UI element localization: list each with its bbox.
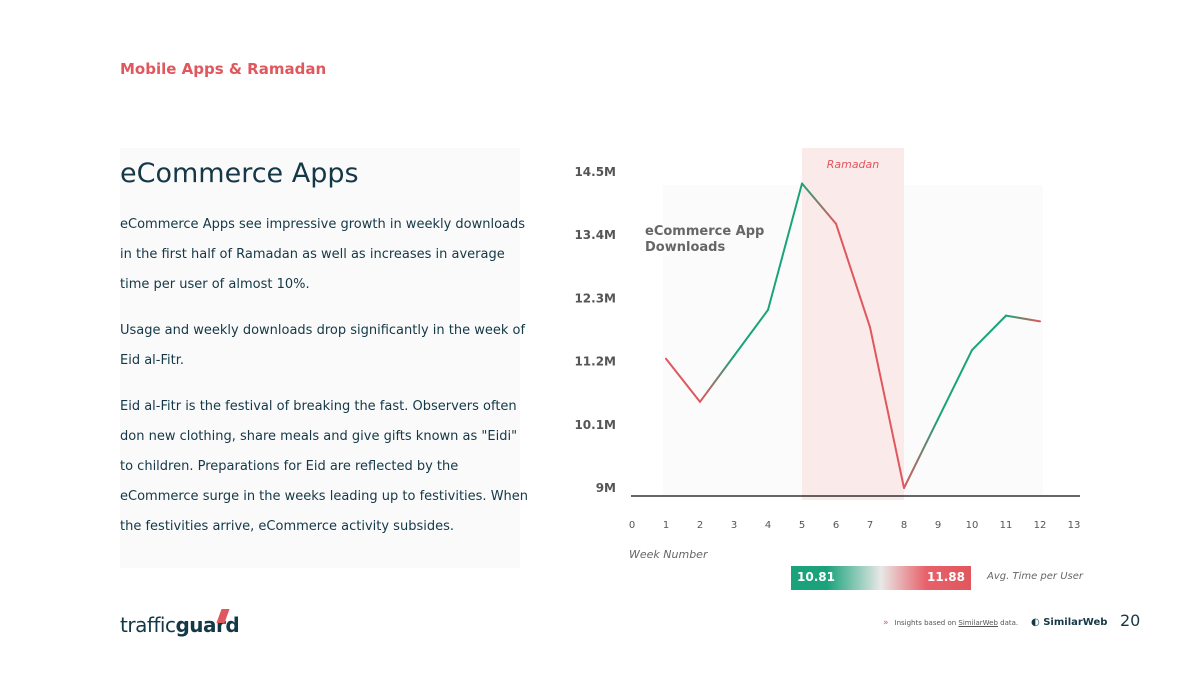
- y-tick-label: 14.5M: [574, 165, 616, 179]
- line-segment: [1005, 314, 1041, 323]
- x-tick-label: 8: [901, 520, 907, 531]
- line-segment: [835, 222, 871, 329]
- series-label: eCommerce App Downloads: [645, 224, 769, 255]
- source-suffix: data.: [997, 619, 1019, 627]
- y-tick-label: 9M: [596, 481, 616, 495]
- x-tick-label: 9: [935, 520, 941, 531]
- y-tick-label: 10.1M: [574, 418, 616, 432]
- x-tick-label: 2: [697, 520, 703, 531]
- x-tick-label: 4: [765, 520, 771, 531]
- x-axis-ticks: 0 1 2 3 4 5 6 7 8 9 10 11 12 13: [629, 520, 1081, 531]
- y-tick-label: 13.4M: [574, 228, 616, 242]
- y-tick-label: 11.2M: [574, 355, 616, 369]
- avg-time-gradient-bar: 10.81 11.88: [791, 566, 971, 590]
- ramadan-band: [802, 148, 904, 500]
- downloads-line: [665, 182, 1041, 489]
- ramadan-label: Ramadan: [827, 158, 880, 171]
- avg-time-label: Avg. Time per User: [987, 571, 1084, 582]
- logo-traffic: traffic: [120, 613, 176, 637]
- paragraph-eid: Eid al-Fitr is the festival of breaking …: [120, 399, 529, 534]
- x-tick-label: 7: [867, 520, 873, 531]
- line-segment: [733, 308, 769, 357]
- paragraph-growth: eCommerce Apps see impressive growth in …: [120, 217, 526, 292]
- line-segment: [903, 418, 939, 489]
- section-label: Mobile Apps & Ramadan: [120, 60, 327, 78]
- similarweb-logo: ◐ SimilarWeb: [1031, 617, 1108, 628]
- x-tick-label: 3: [731, 520, 737, 531]
- y-tick-label: 12.3M: [574, 291, 616, 305]
- series-label-line-2: Downloads: [645, 240, 725, 255]
- avg-time-min: 10.81: [797, 570, 835, 584]
- y-axis-ticks: 9M 10.1M 11.2M 12.3M 13.4M 14.5M: [574, 165, 616, 495]
- similarweb-text: SimilarWeb: [1043, 617, 1108, 628]
- avg-time-max: 11.88: [927, 570, 965, 584]
- x-tick-label: 13: [1068, 520, 1081, 531]
- source-note: » Insights based on SimilarWeb data.: [883, 618, 1018, 628]
- series-label-line-1: eCommerce App: [645, 224, 764, 239]
- chevron-right-icon: »: [883, 618, 889, 628]
- x-tick-label: 12: [1034, 520, 1047, 531]
- x-tick-label: 6: [833, 520, 839, 531]
- line-segment: [699, 354, 735, 403]
- source-prefix: Insights based on: [894, 619, 959, 627]
- line-segment: [869, 326, 905, 489]
- line-segment: [801, 182, 837, 225]
- body-text: eCommerce Apps see impressive growth in …: [120, 210, 530, 558]
- x-tick-label: 5: [799, 520, 805, 531]
- paragraph-drop: Usage and weekly downloads drop signific…: [120, 323, 526, 368]
- line-segment: [937, 349, 973, 421]
- x-tick-label: 11: [1000, 520, 1013, 531]
- x-tick-label: 10: [966, 520, 979, 531]
- line-segment: [767, 182, 803, 311]
- page-title: eCommerce Apps: [120, 158, 359, 189]
- line-segment: [665, 357, 701, 403]
- x-tick-label: 0: [629, 520, 635, 531]
- x-tick-label: 1: [663, 520, 669, 531]
- page-number: 20: [1120, 611, 1141, 630]
- text-panel-background: [120, 148, 520, 568]
- line-segment: [971, 314, 1007, 352]
- source-link[interactable]: SimilarWeb: [958, 619, 998, 627]
- logo-guard: guard: [175, 613, 240, 637]
- trafficguard-logo: trafficguard: [120, 613, 240, 637]
- x-axis-label: Week Number: [629, 548, 709, 561]
